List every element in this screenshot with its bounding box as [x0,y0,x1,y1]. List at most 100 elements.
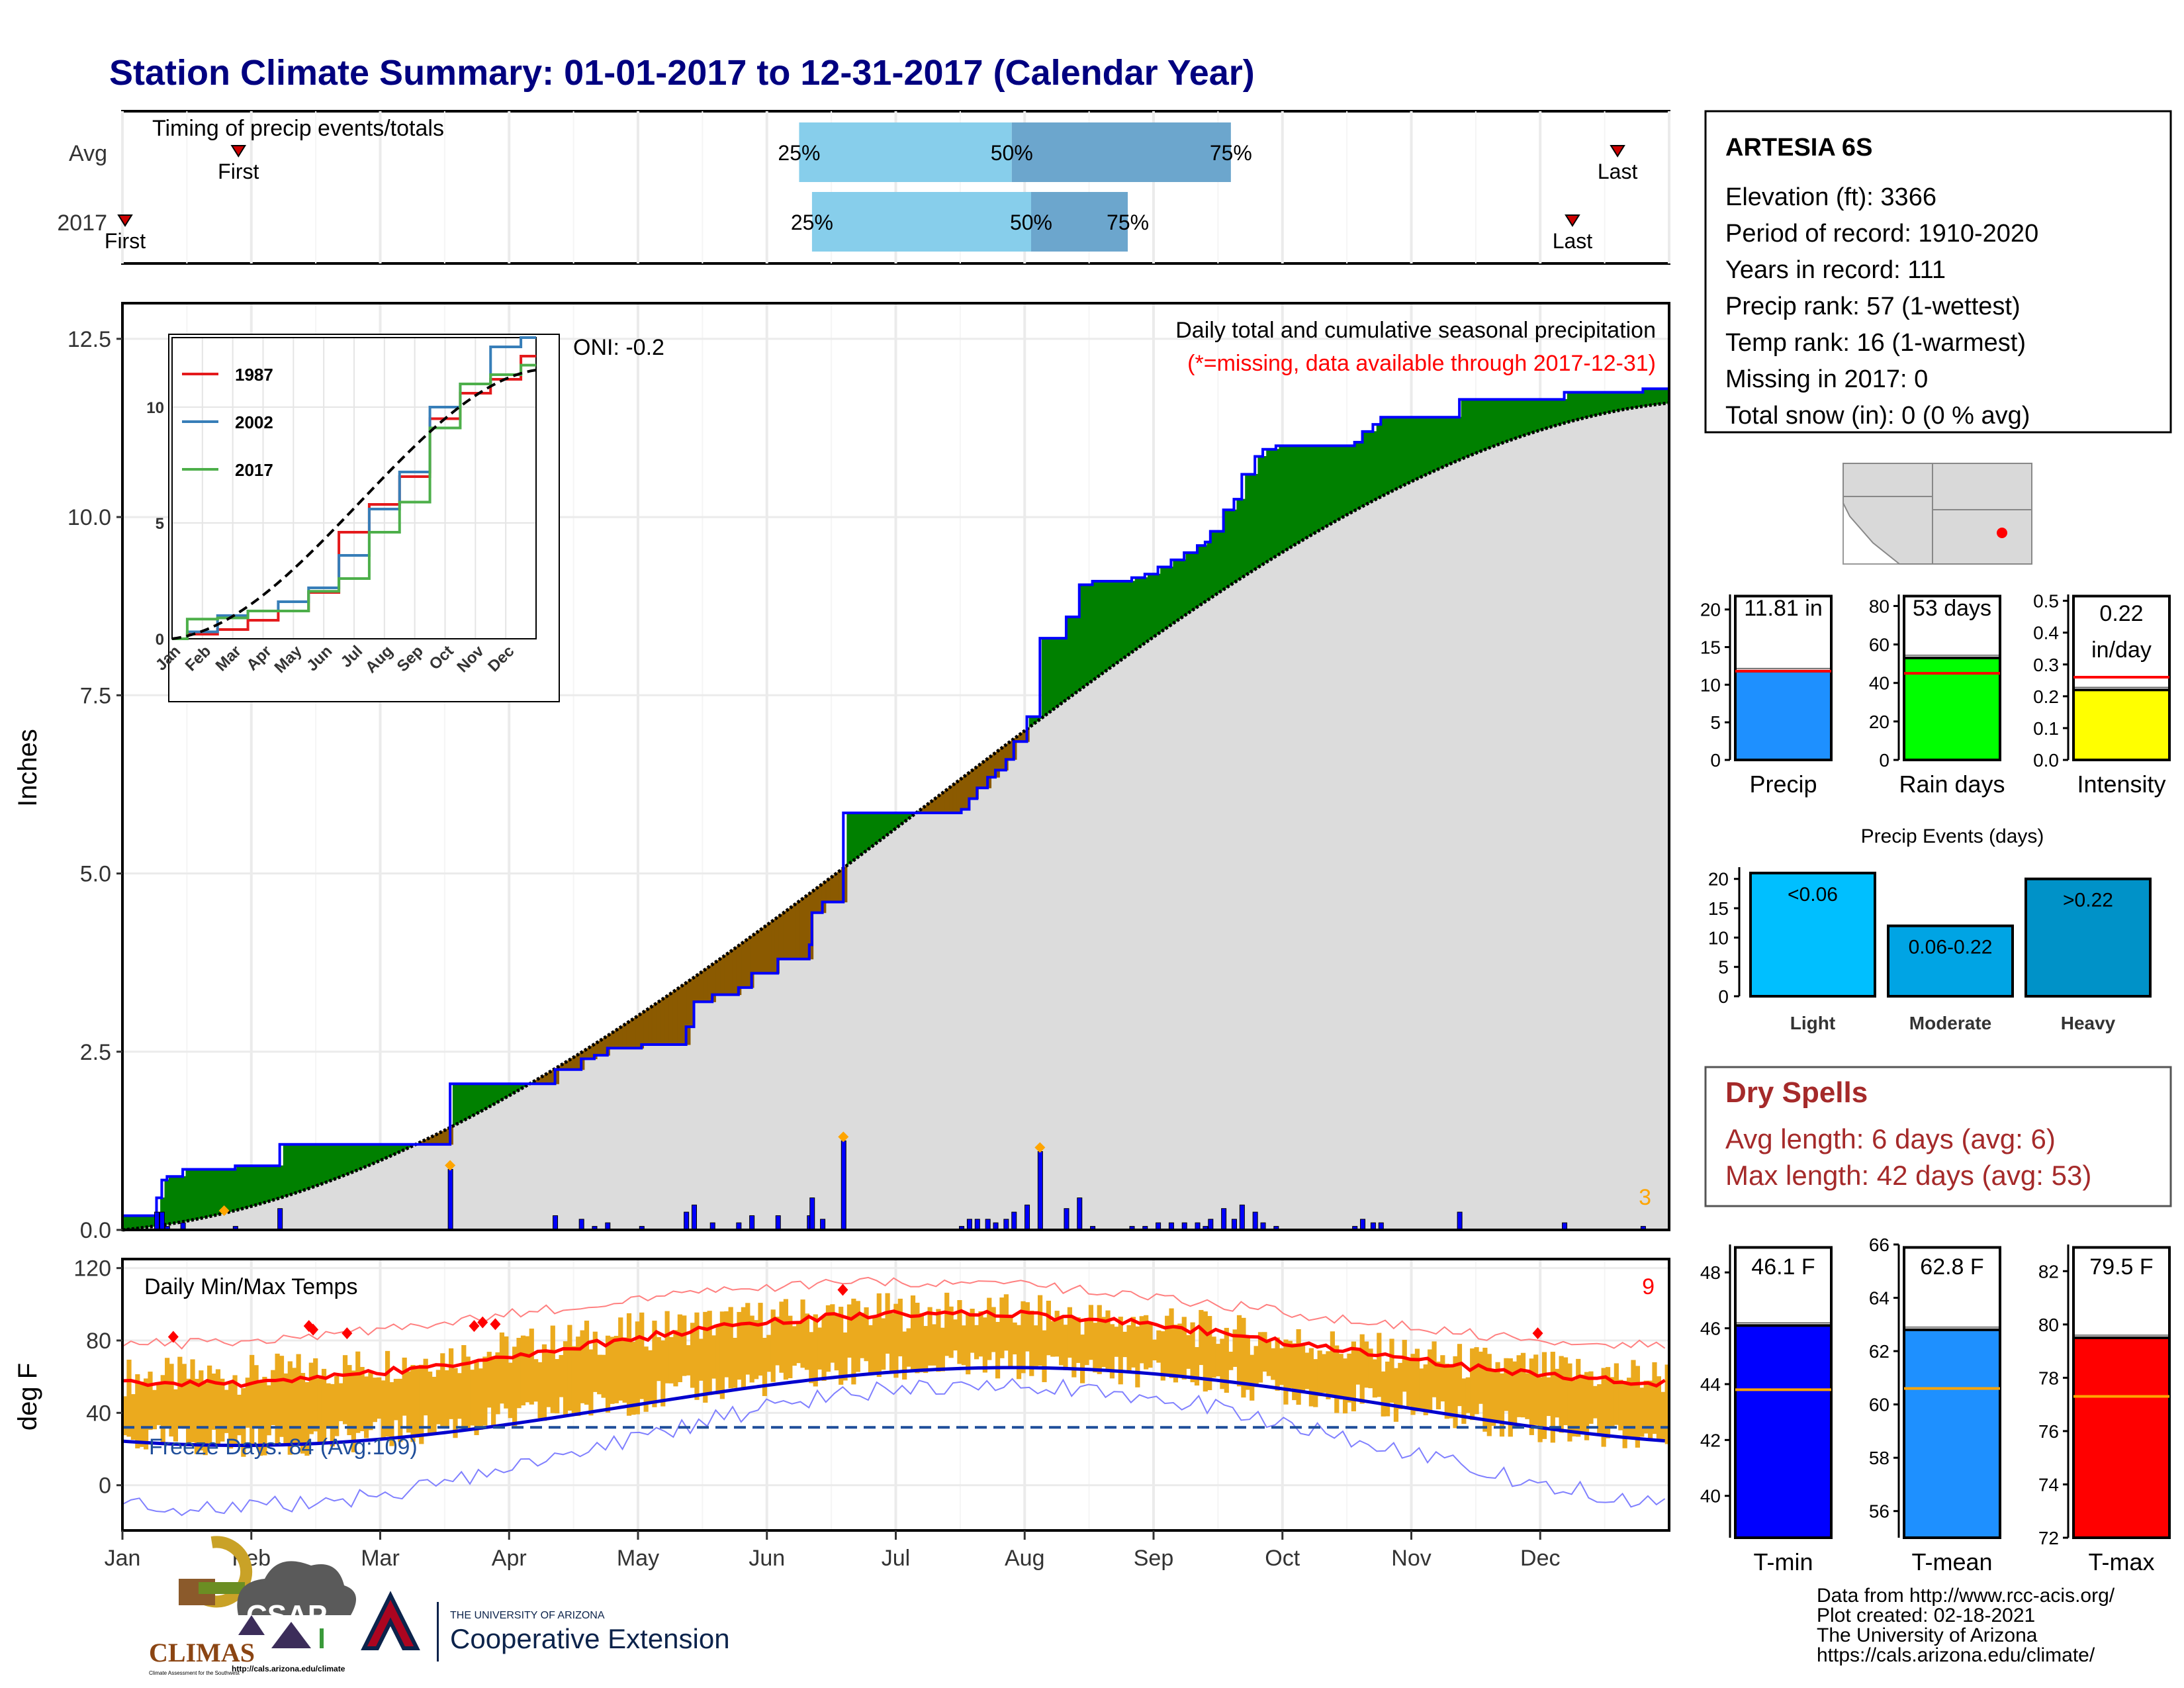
daily-temp-range-bar [1093,1323,1098,1373]
daily-temp-range-bar [737,1311,742,1380]
daily-temp-range-bar [1186,1335,1191,1369]
daily-temp-range-bar [419,1364,424,1444]
daily-temp-range-bar [788,1315,793,1379]
precip-ytick-label: 10.0 [68,505,111,530]
daily-temp-range-bar [817,1327,823,1370]
daily-temp-range-bar [580,1330,585,1403]
precip-departure-segment [1512,399,1517,440]
tmean-mini-chart-ytick-label: 56 [1869,1501,1889,1522]
tmin-mini-chart-ytick-label: 42 [1700,1430,1721,1450]
daily-temp-range-bar [508,1362,513,1419]
raindays-mini-chart: 0 20 40 60 80 53 days Rain days [1869,594,2005,798]
inset-series-line [172,355,536,640]
daily-temp-range-bar [1639,1387,1645,1437]
daily-precip-bar [1252,1211,1258,1231]
precip-departure-segment [1147,573,1153,642]
temp-ytick-label: 40 [86,1401,111,1426]
precip-departure-segment [1601,392,1606,414]
daily-temp-range-bar [1130,1317,1136,1368]
daily-temp-range-bar [635,1321,640,1415]
daily-temp-range-bar [1321,1354,1327,1393]
daily-temp-range-bar [1063,1325,1068,1370]
daily-temp-range-bar [1059,1316,1064,1366]
credit-line-url: https://cals.arizona.edu/climate/ [1817,1644,2095,1666]
precip-departure-segment [1397,416,1403,489]
daily-temp-range-bar [1109,1324,1115,1379]
daily-precip-bar [1064,1208,1069,1231]
raindays-mini-chart-title: Rain days [1899,771,2005,798]
csap-logo-url: http://cals.arizona.edu/climate [232,1664,345,1673]
precip-departure-segment [766,921,772,974]
daily-temp-range-bar [694,1312,700,1400]
daily-temp-range-bar [749,1315,754,1383]
daily-temp-range-bar [995,1321,1001,1379]
precip-departure-segment [1245,473,1250,577]
daily-temp-range-bar [1559,1356,1564,1433]
precip-departure-segment [1381,416,1386,498]
last-event-marker [1610,145,1625,158]
daily-temp-range-bar [1144,1315,1149,1370]
precip-departure-segment [961,774,966,810]
daily-precip-bar [1077,1197,1083,1231]
precip-departure-segment [1122,581,1127,660]
precip-departure-segment [181,1176,187,1223]
daily-temp-range-bar [855,1301,860,1372]
daily-temp-range-bar [851,1298,856,1385]
precip-mini-chart-ytick-label: 0 [1710,750,1721,771]
tmin-mini-chart-title: T-min [1754,1548,1813,1575]
precip-departure-segment [1041,637,1047,719]
normal-high-line [122,1309,1666,1388]
daily-temp-range-bar [664,1311,670,1383]
daily-temp-range-bar [1347,1353,1352,1403]
daily-temp-range-bar [1075,1317,1081,1363]
daily-temp-range-bar [800,1299,805,1368]
record-temp-marker [308,1323,319,1336]
daily-temp-range-bar [245,1378,250,1428]
daily-temp-range-bar [868,1325,874,1376]
timing-row-2017-label: 2017 [57,211,107,236]
precip-departure-segment [232,1168,238,1212]
daily-temp-range-bar [682,1315,687,1376]
daily-temp-range-bar [435,1370,441,1425]
raindays-mini-chart-bar [1903,656,2001,761]
daily-temp-range-bar [703,1311,708,1403]
precip-departure-segment [639,1011,645,1049]
daily-temp-range-bar [1148,1324,1153,1368]
daily-temp-range-bar [457,1373,463,1419]
precip-departure-segment [1168,566,1174,627]
precip-departure-segment [1143,577,1148,645]
precip-departure-segment [1257,456,1263,568]
precip-departure-segment [944,787,950,814]
daily-temp-range-bar [516,1338,522,1409]
precip-departure-segment [203,1168,208,1219]
daily-temp-range-bar [1326,1351,1331,1399]
daily-temp-range-bar [821,1316,827,1381]
daily-temp-range-bar [766,1335,772,1372]
daily-temp-range-bar [686,1345,691,1376]
daily-temp-range-bar [1220,1338,1225,1389]
daily-temp-range-bar [173,1389,179,1442]
daily-temp-range-bar [559,1354,564,1397]
precip-departure-segment [1240,498,1246,579]
timing-bar-50-75 [1030,192,1128,252]
oni-label: ONI: -0.2 [573,335,664,360]
precip-departure-segment [1203,545,1208,604]
daily-temp-range-bar [432,1376,437,1435]
daily-temp-range-bar [1580,1374,1585,1434]
precip-mini-chart-ytick-label: 10 [1700,675,1721,695]
precip-departure-segment [956,778,962,814]
precip-departure-segment [376,1144,382,1163]
precip-departure-segment [829,874,835,903]
daily-precip-bar [809,1197,815,1231]
daily-precip-bar [1011,1211,1017,1231]
daily-temp-range-bar [486,1352,492,1408]
daily-temp-range-bar [931,1324,937,1366]
daily-temp-range-bar [1308,1348,1314,1407]
station-line-temp-rank: Temp rank: 16 (1-warmest) [1725,329,2026,357]
precip-departure-segment [1173,559,1178,624]
precip-departure-segment [228,1168,233,1213]
daily-temp-range-bar [1156,1330,1161,1363]
precip-departure-segment [1296,445,1301,545]
daily-temp-range-bar [1016,1325,1022,1380]
precip-departure-segment [1503,399,1509,444]
